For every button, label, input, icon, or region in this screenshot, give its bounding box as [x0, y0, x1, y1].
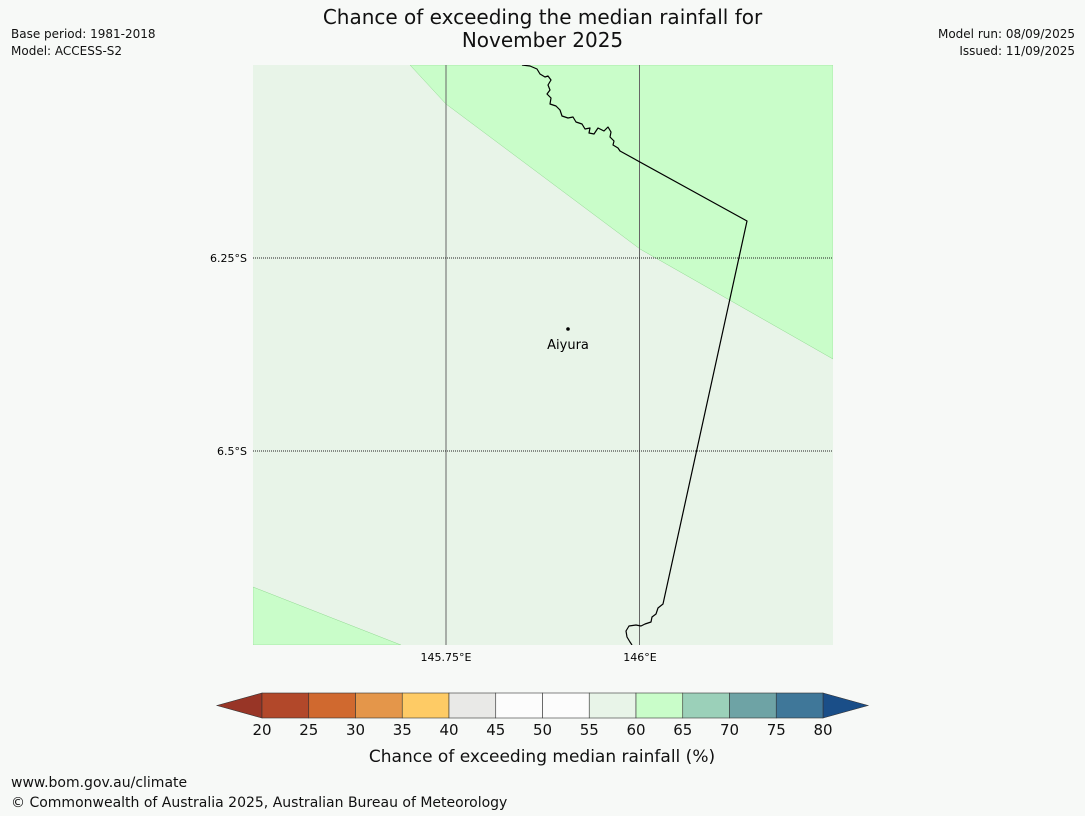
title-line-1: Chance of exceeding the median rainfall …: [322, 5, 763, 29]
colorbar-segment: [401, 692, 450, 719]
colorbar-tick-label: 45: [486, 721, 505, 739]
colorbar-tick-label: 25: [299, 721, 318, 739]
colorbar-tick-label: 75: [767, 721, 786, 739]
lat-label-6-5s: 6.5°S: [217, 445, 247, 458]
colorbar-segment: [355, 692, 403, 719]
colorbar-segment: [495, 692, 543, 719]
colorbar-tick-label: 30: [346, 721, 365, 739]
colorbar-tick-label: 50: [533, 721, 552, 739]
colorbar-extend-under: [215, 692, 263, 719]
higher-chance-region-northeast: [409, 65, 833, 360]
province-boundary: [521, 65, 748, 645]
colorbar-segment: [729, 692, 777, 719]
colorbar-segment: [635, 692, 684, 719]
colorbar-tick-label: 20: [252, 721, 271, 739]
colorbar-segment: [588, 692, 637, 719]
lon-label-146e: 146°E: [623, 651, 656, 664]
colorbar-tick-label: 80: [813, 721, 832, 739]
lat-label-6-25s: 6.25°S: [210, 252, 247, 265]
colorbar-segment: [775, 692, 824, 719]
colorbar-tick-label: 65: [673, 721, 692, 739]
colorbar-label: Chance of exceeding median rainfall (%): [369, 747, 715, 767]
colorbar-segment: [448, 692, 497, 719]
model-name: Model: ACCESS-S2: [11, 44, 123, 58]
issue-info: Model run: 08/09/2025 Issued: 11/09/2025: [938, 26, 1075, 60]
aiyura-label: Aiyura: [547, 338, 589, 353]
higher-chance-region-southwest: [253, 586, 402, 645]
issued-date: Issued: 11/09/2025: [959, 44, 1075, 58]
model-run-date: Model run: 08/09/2025: [937, 27, 1075, 41]
footer-copyright: © Commonwealth of Australia 2025, Austra…: [11, 795, 508, 811]
lon-label-145-75e: 145.75°E: [421, 651, 472, 664]
colorbar-legend: 20 25 30 35 40 45 50 55 60 65 70 75 80: [215, 692, 870, 739]
colorbar-tick-label: 60: [626, 721, 645, 739]
colorbar-segment: [261, 692, 310, 719]
colorbar-segment: [308, 692, 356, 719]
chart-title: Chance of exceeding the median rainfall …: [0, 6, 1085, 52]
base-period: Base period: 1981-2018: [11, 27, 156, 41]
title-line-2: November 2025: [461, 28, 624, 52]
colorbar-segment: [542, 692, 590, 719]
model-info: Base period: 1981-2018 Model: ACCESS-S2: [11, 26, 156, 60]
colorbar-extend-over: [822, 692, 870, 719]
footer-url: www.bom.gov.au/climate: [11, 775, 188, 791]
map-panel: [253, 65, 833, 645]
colorbar-tick-label: 55: [580, 721, 599, 739]
colorbar-segment: [682, 692, 730, 719]
colorbar-tick-label: 70: [720, 721, 739, 739]
colorbar-tick-label: 40: [439, 721, 458, 739]
aiyura-marker: [566, 327, 570, 331]
colorbar-tick-label: 35: [393, 721, 412, 739]
